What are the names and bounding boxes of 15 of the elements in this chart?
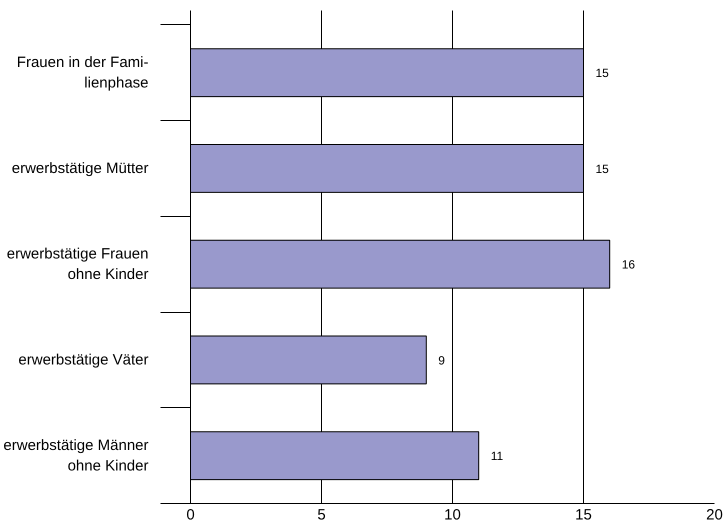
data-label: 9 — [438, 353, 446, 368]
data-label: 11 — [490, 449, 504, 464]
x-tick-label: 10 — [444, 506, 461, 522]
y-tick-label: Frauen in der Fami- lienphase — [16, 54, 149, 92]
data-label: 15 — [596, 162, 610, 176]
x-tick-label: 0 — [186, 506, 195, 522]
y-tick-label: erwerbstätige Väter — [18, 351, 149, 368]
x-tick-label: 5 — [317, 506, 326, 522]
x-tick-label: 20 — [706, 506, 723, 522]
x-tick-label: 15 — [575, 506, 592, 522]
y-tick-label: erwerbstätige Mütter — [12, 160, 149, 177]
y-tick-label: erwerbstätige Frauen ohne Kinder — [6, 245, 149, 283]
data-label: 16 — [622, 258, 636, 272]
data-label: 15 — [596, 66, 610, 80]
y-tick-label: erwerbstätige Männer ohne Kinder — [3, 436, 149, 474]
